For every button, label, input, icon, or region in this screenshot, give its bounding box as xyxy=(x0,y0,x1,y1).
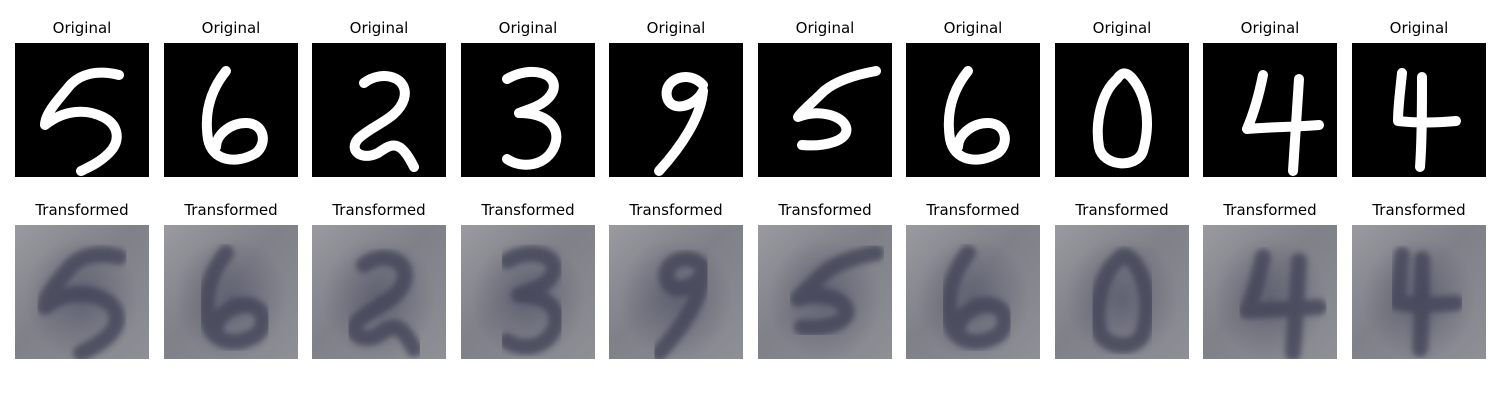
transformed-title: Transformed xyxy=(778,201,872,219)
transformed-digit-stroke xyxy=(651,251,711,359)
original-title: Original xyxy=(1389,19,1449,37)
transformed-digit-stroke xyxy=(940,245,1013,350)
transformed-title: Transformed xyxy=(926,201,1020,219)
transformed-title: Transformed xyxy=(1223,201,1317,219)
original-digit-stroke xyxy=(793,66,881,151)
original-digit-image xyxy=(609,43,743,177)
original-digit-stroke xyxy=(1092,68,1152,169)
transformed-digit-image xyxy=(15,225,149,359)
original-digit-image xyxy=(1352,43,1486,177)
transformed-digit-image xyxy=(164,225,298,359)
original-digit-image xyxy=(461,43,595,177)
original-title: Original xyxy=(1092,19,1152,37)
original-digit-stroke xyxy=(1393,68,1461,172)
original-digit-image xyxy=(164,43,298,177)
original-digit-stroke xyxy=(201,66,268,165)
transformed-title: Transformed xyxy=(184,201,278,219)
transformed-digit-stroke xyxy=(346,250,422,357)
transformed-digit-image xyxy=(758,225,892,359)
transformed-digit-stroke xyxy=(790,245,884,336)
original-title: Original xyxy=(1240,19,1300,37)
transformed-title: Transformed xyxy=(1075,201,1169,219)
original-title: Original xyxy=(498,19,558,37)
original-digit-stroke xyxy=(943,66,1010,165)
transformed-digit-stroke xyxy=(1089,247,1155,354)
original-digit-stroke xyxy=(502,66,562,170)
transformed-digit-image xyxy=(312,225,446,359)
original-digit-image xyxy=(15,43,149,177)
original-digit-image xyxy=(1203,43,1337,177)
transformed-title: Transformed xyxy=(35,201,129,219)
original-title: Original xyxy=(349,19,409,37)
transformed-digit-image xyxy=(1055,225,1189,359)
transformed-digit-stroke xyxy=(1390,247,1464,357)
original-digit-image xyxy=(906,43,1040,177)
original-title: Original xyxy=(52,19,112,37)
original-digit-stroke xyxy=(349,71,419,172)
original-digit-image xyxy=(312,43,446,177)
transformed-digit-stroke xyxy=(198,245,271,350)
original-title: Original xyxy=(201,19,261,37)
transformed-digit-image xyxy=(461,225,595,359)
original-title: Original xyxy=(795,19,855,37)
transformed-digit-stroke xyxy=(1239,249,1327,359)
original-digit-stroke xyxy=(1242,70,1324,176)
transformed-digit-image xyxy=(609,225,743,359)
transformed-title: Transformed xyxy=(332,201,426,219)
original-digit-stroke xyxy=(654,72,708,176)
transformed-title: Transformed xyxy=(629,201,723,219)
original-digit-image xyxy=(1055,43,1189,177)
original-title: Original xyxy=(646,19,706,37)
original-digit-image xyxy=(758,43,892,177)
transformed-digit-image xyxy=(906,225,1040,359)
transformed-title: Transformed xyxy=(1372,201,1466,219)
transformed-title: Transformed xyxy=(481,201,575,219)
original-title: Original xyxy=(943,19,1003,37)
transformed-digit-stroke xyxy=(37,246,127,359)
transformed-digit-image xyxy=(1203,225,1337,359)
transformed-digit-image xyxy=(1352,225,1486,359)
original-digit-stroke xyxy=(40,67,124,176)
transformed-digit-stroke xyxy=(499,245,565,355)
